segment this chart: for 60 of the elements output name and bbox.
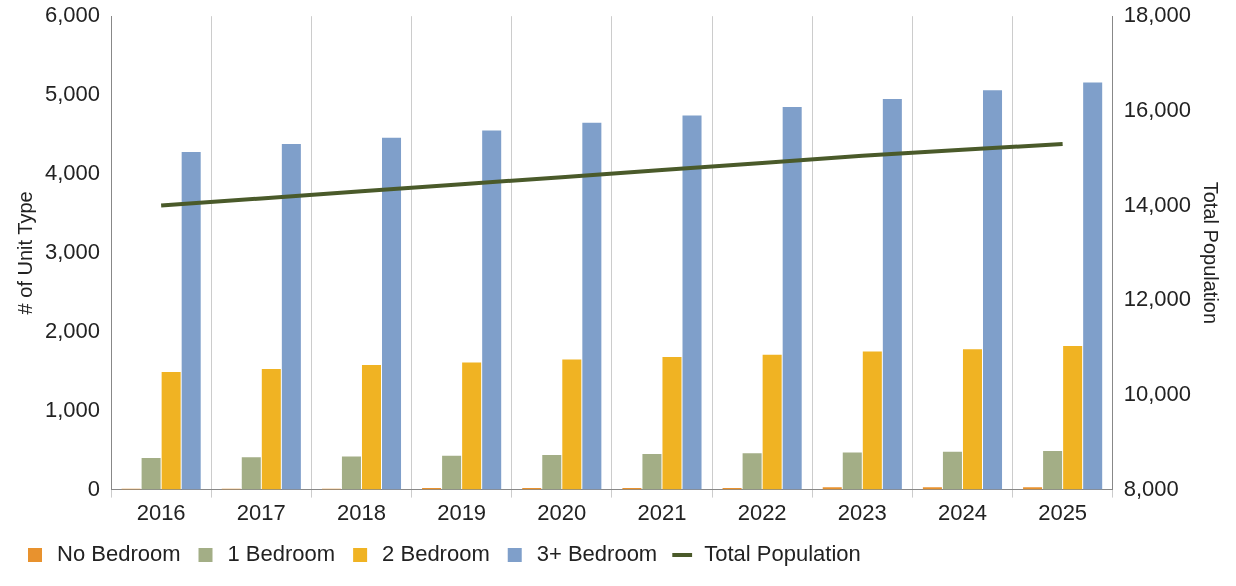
bar	[241, 457, 261, 490]
bar	[562, 359, 582, 490]
y-tick-label: 4,000	[44, 160, 101, 186]
y2-axis-title: Total Population	[1200, 181, 1223, 325]
bar	[642, 454, 662, 490]
bar	[382, 137, 402, 490]
legend-label: 1 Bedroom	[227, 541, 336, 567]
bar	[842, 452, 862, 490]
bar	[341, 456, 361, 490]
legend-label: No Bedroom	[57, 541, 181, 567]
bar	[462, 362, 482, 490]
y-tick-label: 2,000	[44, 317, 101, 343]
y-tick-label: 3,000	[44, 238, 101, 264]
x-tick-label: 2021	[637, 499, 687, 525]
bar	[862, 351, 882, 490]
bar	[782, 106, 802, 490]
bar	[361, 364, 381, 490]
y-tick-label: 0	[87, 475, 101, 501]
x-tick-label: 2022	[737, 499, 787, 525]
bar	[742, 453, 762, 490]
legend-label: Total Population	[704, 541, 861, 567]
y-tick-label: 1,000	[44, 396, 101, 422]
bar	[662, 357, 682, 490]
x-tick-label: 2023	[837, 499, 887, 525]
bar	[682, 115, 702, 490]
y2-tick-label: 16,000	[1123, 96, 1192, 122]
bar	[1043, 450, 1063, 490]
legend-label: 3+ Bedroom	[536, 541, 658, 567]
bar	[1083, 82, 1103, 490]
bar	[141, 458, 161, 490]
bar	[181, 151, 201, 490]
y2-tick-label: 14,000	[1123, 191, 1192, 217]
x-tick-label: 2020	[537, 499, 587, 525]
bar	[582, 122, 602, 490]
x-tick-label: 2024	[937, 499, 987, 525]
bar	[962, 349, 982, 490]
bar	[281, 144, 301, 490]
legend-label: 2 Bedroom	[382, 541, 490, 567]
bar	[983, 90, 1003, 490]
y2-tick-label: 12,000	[1123, 286, 1192, 312]
y-axis-title: # of Unit Type	[13, 191, 36, 315]
bar	[482, 130, 502, 490]
bar	[442, 455, 462, 490]
bar	[882, 99, 902, 490]
y2-tick-label: 8,000	[1123, 475, 1179, 501]
x-tick-label: 2017	[236, 499, 286, 525]
bar	[942, 451, 962, 490]
y2-tick-label: 10,000	[1123, 380, 1192, 406]
y2-tick-label: 18,000	[1123, 2, 1192, 28]
x-tick-label: 2025	[1038, 499, 1088, 525]
bar	[542, 454, 562, 490]
bar	[261, 368, 281, 490]
x-tick-label: 2016	[136, 499, 186, 525]
y-tick-label: 5,000	[44, 81, 101, 107]
bar	[1063, 346, 1083, 490]
bar	[762, 354, 782, 490]
bar	[161, 372, 181, 490]
x-tick-label: 2019	[437, 499, 487, 525]
x-tick-label: 2018	[336, 499, 386, 525]
y-tick-label: 6,000	[44, 2, 101, 28]
